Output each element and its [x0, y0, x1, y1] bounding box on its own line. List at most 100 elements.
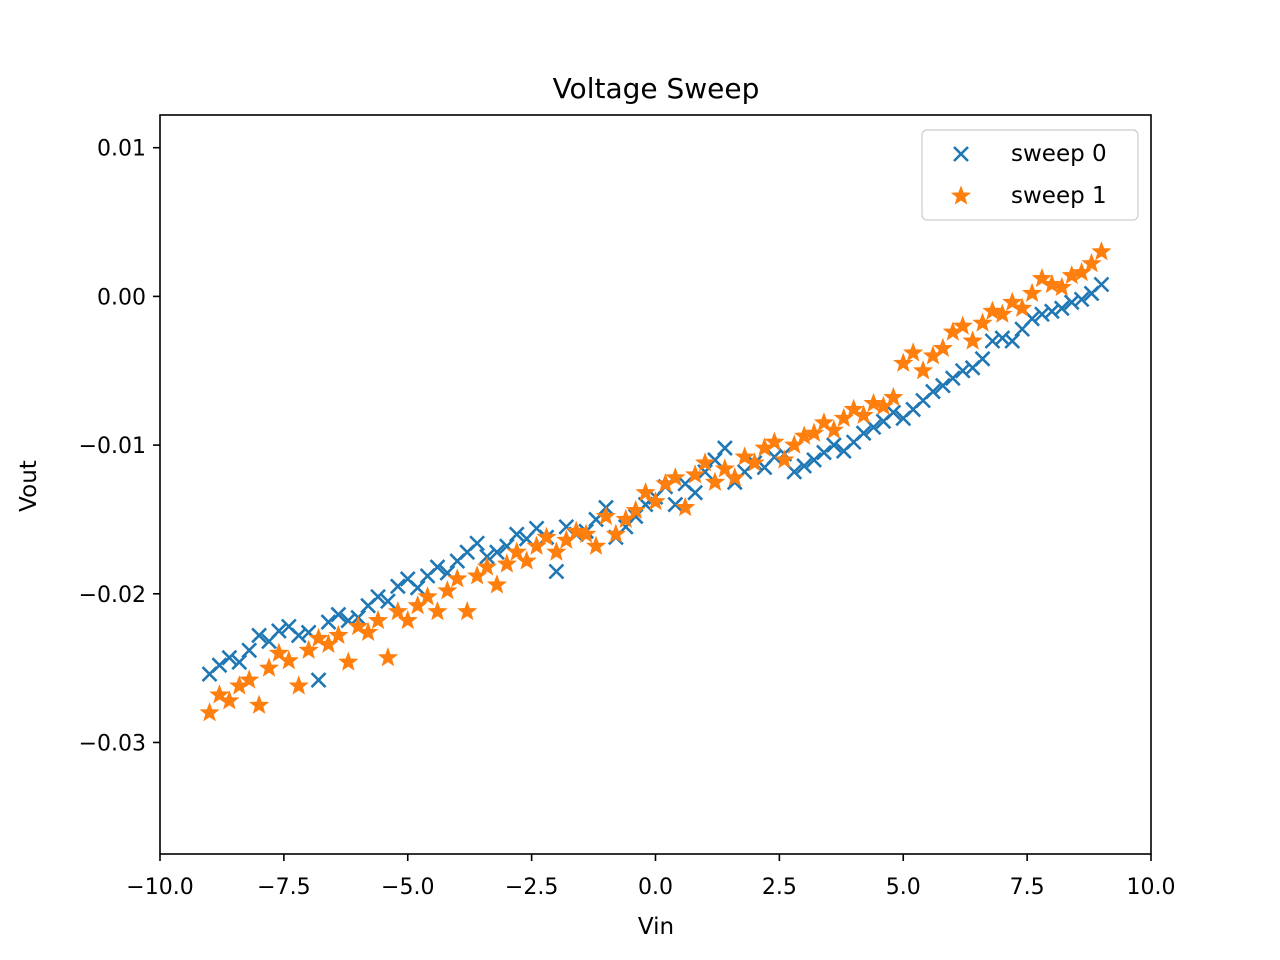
- y-tick-label: −0.02: [79, 583, 146, 608]
- data-point: [429, 559, 446, 575]
- legend-marker-sweep-1: [950, 185, 972, 205]
- legend: sweep 0 sweep 1: [921, 129, 1139, 221]
- data-point: [903, 342, 924, 362]
- data-point: [665, 467, 686, 487]
- data-point: [380, 593, 396, 610]
- data-point: [278, 650, 299, 670]
- data-point: [209, 684, 230, 704]
- data-point: [893, 352, 914, 372]
- data-point: [816, 444, 832, 461]
- x-tick-label: 5.0: [886, 875, 921, 900]
- data-point: [1063, 294, 1080, 311]
- data-point: [734, 446, 755, 466]
- data-point: [330, 606, 347, 623]
- plot-background: [160, 115, 1151, 854]
- data-point: [744, 452, 765, 472]
- data-point: [357, 621, 379, 642]
- data-point: [457, 600, 478, 621]
- data-point: [952, 315, 973, 335]
- data-point: [863, 392, 884, 413]
- data-point: [219, 690, 240, 710]
- legend-marker-sweep-0: [953, 146, 969, 162]
- legend-box: [921, 129, 1139, 221]
- data-point: [774, 449, 795, 469]
- data-point: [823, 419, 845, 439]
- plot-area: [159, 114, 1152, 855]
- data-point: [813, 412, 835, 432]
- data-point: [595, 505, 617, 526]
- data-point: [1053, 300, 1070, 317]
- data-point: [974, 350, 991, 367]
- data-point: [320, 614, 337, 630]
- data-point: [476, 556, 498, 576]
- data-point: [843, 398, 864, 419]
- data-point: [1021, 282, 1043, 303]
- data-point: [427, 600, 448, 621]
- data-point: [992, 303, 1013, 323]
- data-point: [984, 333, 1001, 349]
- data-point: [348, 615, 369, 636]
- x-axis: −10.0 −7.5 −5.0 −2.5 0.0 2.5 5.0 7.5 10.0: [126, 854, 1175, 900]
- data-point: [288, 675, 309, 695]
- chart-title: Voltage Sweep: [553, 72, 760, 105]
- data-point: [912, 360, 934, 380]
- data-point: [825, 437, 842, 454]
- data-point: [298, 639, 319, 659]
- data-point: [766, 449, 783, 465]
- data-point: [764, 431, 785, 451]
- data-point: [576, 523, 597, 543]
- data-point: [635, 482, 656, 502]
- y-axis: 0.01 0.00 −0.01 −0.02 −0.03: [79, 137, 160, 756]
- data-point: [994, 330, 1011, 346]
- series-sweep-1: [199, 241, 1112, 722]
- data-point: [271, 623, 287, 639]
- data-point: [925, 383, 941, 400]
- data-point: [1034, 306, 1050, 323]
- data-point: [714, 458, 735, 478]
- data-point: [231, 654, 248, 671]
- data-point: [328, 624, 349, 645]
- data-point: [397, 609, 418, 630]
- y-axis-label: Vout: [16, 460, 42, 512]
- data-point: [972, 312, 993, 332]
- data-point: [548, 563, 565, 580]
- data-point: [675, 496, 696, 517]
- data-point: [1002, 291, 1023, 311]
- data-point: [486, 574, 508, 594]
- data-point: [932, 337, 954, 358]
- x-tick-label: −2.5: [505, 875, 558, 900]
- data-point: [566, 520, 587, 540]
- data-point: [1073, 291, 1090, 308]
- x-tick-label: 0.0: [638, 875, 673, 900]
- data-point: [338, 651, 359, 671]
- data-point: [667, 496, 684, 513]
- data-point: [437, 580, 458, 600]
- data-point: [310, 672, 327, 688]
- x-axis-label: Vin: [638, 914, 674, 940]
- data-point: [516, 550, 537, 570]
- data-point: [982, 300, 1003, 320]
- y-tick-label: −0.01: [79, 434, 146, 459]
- data-point: [1004, 333, 1021, 349]
- data-point: [409, 579, 426, 596]
- y-tick-label: 0.00: [97, 285, 146, 310]
- data-point: [1081, 253, 1102, 273]
- data-point: [417, 586, 438, 606]
- data-point: [248, 694, 270, 714]
- data-point: [546, 541, 567, 561]
- data-point: [944, 370, 961, 387]
- data-point: [508, 526, 525, 543]
- data-point: [506, 541, 527, 561]
- data-point: [1091, 241, 1112, 261]
- data-point: [536, 526, 557, 546]
- legend-marker-shape: [953, 146, 969, 162]
- data-point: [796, 457, 813, 474]
- data-point: [855, 425, 872, 442]
- data-point: [585, 535, 607, 555]
- data-point: [489, 544, 505, 561]
- data-point: [934, 377, 951, 394]
- x-tick-label: −5.0: [381, 875, 434, 900]
- data-point: [724, 467, 745, 487]
- data-point: [883, 386, 904, 407]
- data-point: [1093, 276, 1110, 293]
